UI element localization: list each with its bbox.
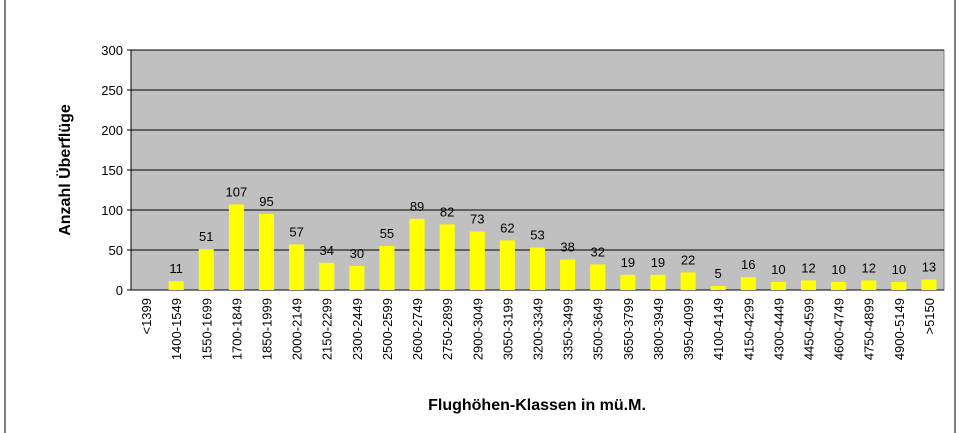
y-tick-label: 50 — [109, 243, 123, 258]
bar — [529, 247, 546, 290]
data-label: 19 — [651, 255, 665, 270]
x-tick-label: 2750-2899 — [440, 298, 455, 360]
data-label: 10 — [892, 262, 906, 277]
bar — [770, 282, 786, 290]
data-label: 51 — [199, 229, 213, 244]
data-label: 82 — [440, 204, 454, 219]
data-label: 11 — [169, 261, 183, 276]
bar — [228, 204, 244, 290]
bar — [921, 279, 937, 290]
data-label: 107 — [226, 184, 248, 199]
x-tick-label: 4900-5149 — [892, 298, 907, 360]
x-tick-label: 3350-3499 — [561, 298, 576, 360]
x-tick-label: 4300-4449 — [771, 298, 786, 360]
y-tick-label: 250 — [101, 83, 123, 98]
data-label: 12 — [861, 260, 875, 275]
x-tick-label: >5150 — [922, 298, 937, 335]
x-axis-label: Flughöhen-Klassen in mü.M. — [428, 397, 646, 414]
data-label: 19 — [621, 255, 635, 270]
bar — [740, 277, 756, 290]
bar — [650, 274, 666, 290]
x-tick-label: <1399 — [139, 298, 154, 335]
data-label: 62 — [500, 220, 514, 235]
data-label: 38 — [560, 240, 574, 255]
x-tick-label: 2900-3049 — [470, 298, 485, 360]
x-tick-label: 3650-3799 — [621, 298, 636, 360]
y-tick-label: 300 — [101, 43, 123, 58]
data-label: 5 — [715, 266, 722, 281]
x-tick-label: 1400-1549 — [169, 298, 184, 360]
y-tick-label: 100 — [101, 203, 123, 218]
x-tick-label: 1550-1699 — [199, 298, 214, 360]
x-tick-label: 4450-4599 — [802, 298, 817, 360]
bar — [861, 280, 877, 290]
bar — [289, 244, 305, 290]
bar — [379, 246, 395, 290]
y-tick-label: 200 — [101, 123, 123, 138]
x-tick-label: 3800-3949 — [651, 298, 666, 360]
bar — [439, 224, 455, 290]
bar — [168, 281, 184, 290]
data-label: 10 — [771, 262, 785, 277]
x-tick-label: 2600-2749 — [410, 298, 425, 360]
data-label: 53 — [530, 228, 544, 243]
x-tick-label: 2000-2149 — [290, 298, 305, 360]
y-axis-label: Anzahl Überflüge — [55, 104, 74, 236]
x-tick-label: 4750-4899 — [862, 298, 877, 360]
bar — [560, 259, 576, 290]
bar — [620, 274, 636, 290]
x-tick-label: 3500-3649 — [591, 298, 606, 360]
bar — [469, 231, 485, 290]
bar — [349, 266, 365, 290]
x-tick-label: 3200-3349 — [531, 298, 546, 360]
bar — [409, 218, 425, 290]
x-tick-label: 4150-4299 — [741, 298, 756, 360]
data-label: 13 — [922, 260, 936, 275]
data-label: 55 — [380, 226, 394, 241]
bar — [319, 262, 335, 290]
bar — [590, 264, 606, 290]
data-label: 10 — [831, 262, 845, 277]
bar — [831, 282, 847, 290]
x-tick-label: 4100-4149 — [711, 298, 726, 360]
x-tick-label: 3950-4099 — [681, 298, 696, 360]
data-label: 32 — [590, 244, 604, 259]
data-label: 22 — [681, 252, 695, 267]
bar — [710, 286, 726, 290]
x-tick-label: 1850-1999 — [260, 298, 275, 360]
x-tick-label: 2300-2449 — [350, 298, 365, 360]
y-tick-label: 150 — [101, 163, 123, 178]
data-label: 34 — [319, 243, 333, 258]
data-label: 30 — [350, 246, 364, 261]
data-label: 95 — [259, 194, 273, 209]
bar — [800, 280, 817, 290]
data-label: 89 — [410, 199, 424, 214]
x-tick-label: 2150-2299 — [320, 298, 335, 360]
data-label: 57 — [289, 224, 303, 239]
data-label: 12 — [801, 260, 815, 275]
bar — [198, 249, 214, 290]
x-tick-label: 3050-3199 — [500, 298, 515, 360]
x-tick-label: 4600-4749 — [832, 298, 847, 360]
bar — [891, 282, 907, 290]
y-tick-label: 0 — [116, 283, 123, 298]
bar — [680, 272, 696, 290]
bar — [258, 214, 275, 290]
x-tick-label: 2500-2599 — [380, 298, 395, 360]
x-tick-label: 1700-1849 — [229, 298, 244, 360]
data-label: 73 — [470, 212, 484, 227]
data-label: 16 — [741, 257, 755, 272]
bar — [499, 240, 515, 290]
